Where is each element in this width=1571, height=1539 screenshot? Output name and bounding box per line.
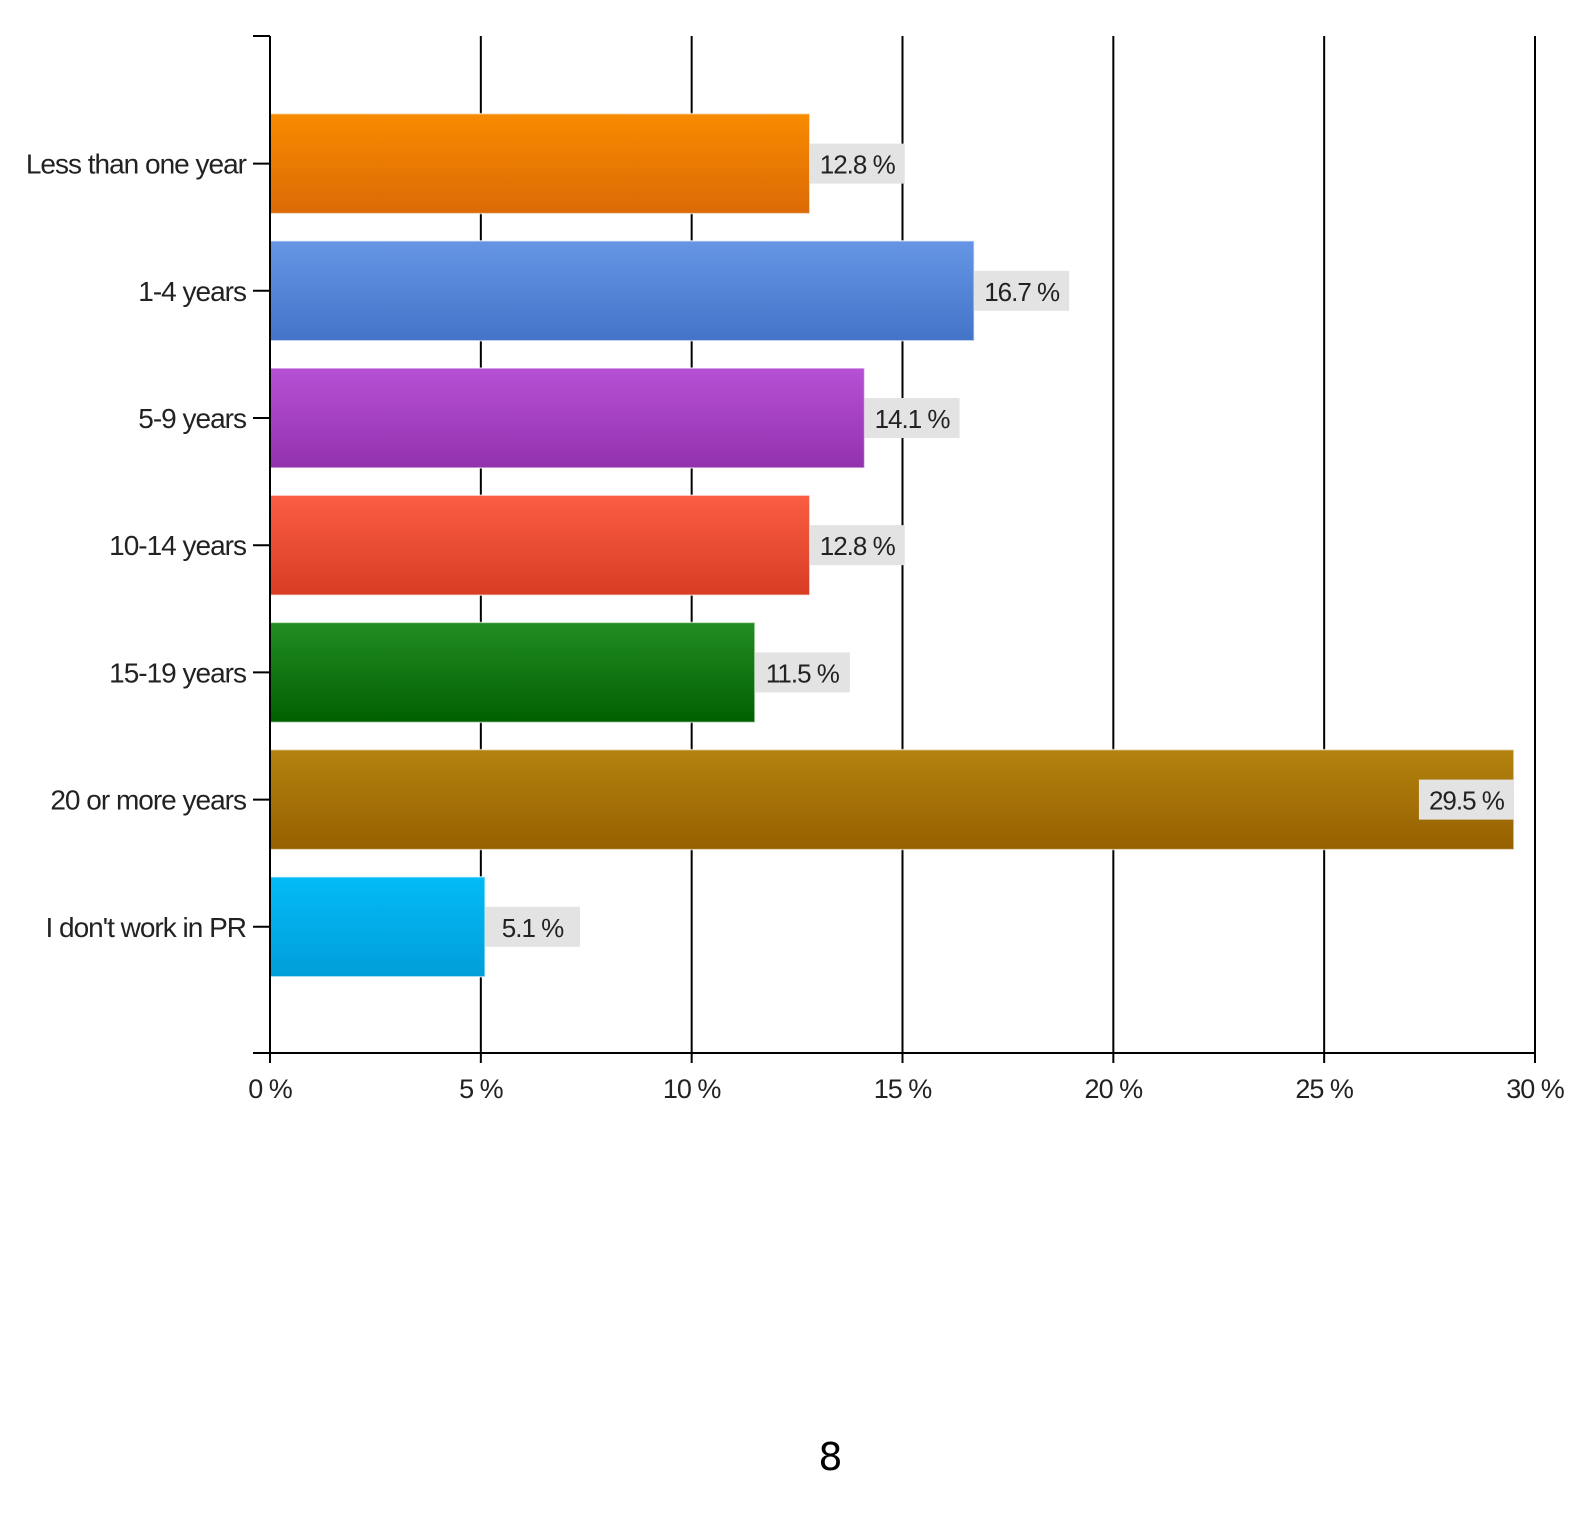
x-tick-label: 5 % (459, 1074, 504, 1104)
bars (269, 112, 1515, 978)
bar-chart: 0 % 5 % 10 % 15 % 20 % 25 % 30 % Less than one … (26, 35, 1566, 1104)
data-label-box (809, 143, 905, 184)
x-tick-label: 30 % (1506, 1074, 1565, 1104)
data-label: 29.5 % (1429, 786, 1505, 816)
axes (253, 35, 1536, 1063)
bar (269, 748, 1515, 851)
data-label: 5.1 % (502, 913, 564, 943)
x-tick-label: 15 % (874, 1074, 933, 1104)
bar (269, 876, 486, 978)
category-label: 10-14 years (109, 530, 246, 561)
bar (269, 112, 811, 215)
category-label: 5-9 years (138, 403, 246, 434)
data-label-box (485, 906, 581, 947)
data-label: 16.7 % (984, 277, 1060, 307)
data-label-box (809, 525, 905, 566)
bar (269, 621, 756, 724)
bar (269, 494, 811, 596)
page-number: 8 (818, 1435, 843, 1479)
category-label: 15-19 years (109, 657, 246, 688)
x-tick-label: 0 % (248, 1074, 293, 1104)
category-label: 1-4 years (138, 276, 246, 307)
x-tick-label: 10 % (663, 1074, 722, 1104)
data-label-box (864, 398, 960, 438)
data-label: 12.8 % (820, 150, 896, 180)
data-label-box (1418, 779, 1514, 820)
data-label-box (754, 652, 850, 693)
category-label: Less than one year (26, 149, 247, 180)
category-label: 20 or more years (50, 785, 246, 816)
bar (269, 367, 866, 469)
labels: 0 % 5 % 10 % 15 % 20 % 25 % 30 % Less than one … (26, 143, 1566, 1104)
x-tick-label: 25 % (1295, 1074, 1354, 1104)
data-label: 11.5 % (766, 658, 840, 688)
x-tick-label: 20 % (1085, 1074, 1144, 1104)
data-label: 12.8 % (820, 531, 896, 561)
data-label-box (974, 270, 1070, 311)
category-label: I don't work in PR (45, 912, 246, 943)
bar (269, 240, 975, 342)
data-label: 14.1 % (875, 404, 951, 434)
